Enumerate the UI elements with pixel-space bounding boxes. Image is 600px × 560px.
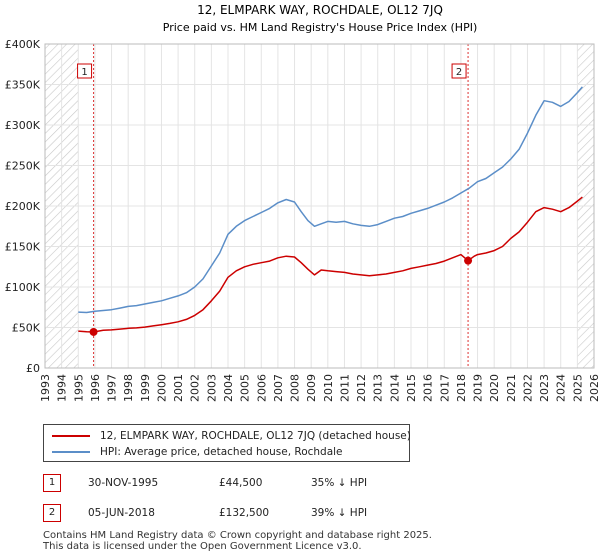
- footer-copyright: Contains HM Land Registry data © Crown c…: [43, 530, 432, 541]
- x-tick-label: 1995: [72, 374, 85, 402]
- y-tick-label: £50K: [12, 322, 41, 335]
- x-tick-label: 2025: [571, 374, 584, 402]
- x-tick-label: 1994: [56, 374, 69, 402]
- grid-lines: [44, 43, 595, 369]
- x-tick-label: 2014: [388, 374, 401, 402]
- x-tick-label: 2023: [538, 374, 551, 402]
- legend-label-hpi: HPI: Average price, detached house, Roch…: [100, 446, 343, 458]
- x-tick-label: 2026: [588, 374, 600, 402]
- sale-label-box: [77, 63, 93, 79]
- x-tick-label: 2016: [422, 374, 435, 402]
- transaction-date: 30-NOV-1995: [88, 477, 159, 489]
- x-tick-label: 2008: [289, 374, 302, 402]
- x-tick-label: 2002: [189, 374, 202, 402]
- series-line: [78, 196, 583, 333]
- series-layer: [78, 86, 583, 333]
- x-tick-label: 2018: [455, 374, 468, 402]
- y-tick-label: £400K: [5, 38, 41, 51]
- x-tick-label: 2007: [272, 374, 285, 402]
- series-line: [78, 86, 583, 314]
- x-tick-label: 1993: [39, 374, 52, 402]
- sale-point: [89, 327, 98, 336]
- transaction-number-badge: 1: [43, 474, 61, 492]
- y-tick-label: £100K: [5, 281, 41, 294]
- chart-title: 12, ELMPARK WAY, ROCHDALE, OL12 7JQ: [197, 3, 443, 17]
- footer: Contains HM Land Registry data © Crown c…: [43, 530, 432, 552]
- legend-swatch-hpi: [52, 451, 90, 453]
- x-tick-label: 2022: [521, 374, 534, 402]
- x-axis: 1993 1994 1995 1996 1997 1998 1999 2000 2001 2002…: [39, 374, 600, 402]
- x-tick-label: 2011: [338, 374, 351, 402]
- y-tick-label: £150K: [5, 241, 41, 254]
- transaction-hpi-diff: 35% ↓ HPI: [311, 477, 368, 489]
- y-tick-label: £0: [26, 362, 40, 375]
- x-tick-label: 1996: [89, 374, 102, 402]
- x-tick-label: 2015: [405, 374, 418, 402]
- x-tick-label: 1999: [139, 374, 152, 402]
- sale-label-text: 1: [81, 67, 87, 78]
- x-tick-label: 2013: [372, 374, 385, 402]
- y-tick-label: £300K: [5, 119, 41, 132]
- x-tick-label: 2012: [355, 374, 368, 402]
- x-tick-label: 2005: [239, 374, 252, 402]
- y-tick-label: £250K: [5, 160, 41, 173]
- sale-point: [464, 256, 473, 265]
- sale-marker-lines: [93, 44, 469, 368]
- legend-item-hpi: HPI: Average price, detached house, Roch…: [52, 444, 343, 460]
- sale-label-box: [451, 63, 467, 79]
- price-chart: 12, ELMPARK WAY, ROCHDALE, OL12 7JQ Pric…: [5, 3, 600, 402]
- transaction-number-badge: 2: [43, 504, 61, 522]
- transaction-hpi-diff: 39% ↓ HPI: [311, 507, 368, 519]
- y-axis: £0 £50K £100K £150K £200K £250K £300K £350K £400…: [5, 38, 41, 375]
- x-tick-label: 2001: [172, 374, 185, 402]
- transaction-price: £132,500: [219, 507, 270, 519]
- y-tick-label: £350K: [5, 79, 41, 92]
- x-tick-label: 1997: [106, 374, 119, 402]
- legend-label-property: 12, ELMPARK WAY, ROCHDALE, OL12 7JQ (det…: [100, 430, 411, 442]
- transaction-date: 05-JUN-2018: [88, 507, 155, 519]
- footer-licence: This data is licensed under the Open Gov…: [43, 541, 362, 552]
- x-tick-label: 2020: [488, 374, 501, 402]
- x-tick-label: 2010: [322, 374, 335, 402]
- x-tick-label: 1998: [122, 374, 135, 402]
- x-tick-label: 2024: [555, 374, 568, 402]
- x-tick-label: 2006: [255, 374, 268, 402]
- x-tick-label: 2019: [472, 374, 485, 402]
- x-tick-label: 2004: [222, 374, 235, 402]
- transaction-price: £44,500: [219, 477, 263, 489]
- y-tick-label: £200K: [5, 200, 41, 213]
- legend-swatch-property: [52, 435, 90, 437]
- plot-frame: [44, 43, 595, 369]
- x-tick-label: 2017: [438, 374, 451, 402]
- sale-label-text: 2: [456, 67, 462, 78]
- chart-subtitle: Price paid vs. HM Land Registry's House …: [163, 21, 478, 34]
- x-tick-label: 2003: [205, 374, 218, 402]
- x-tick-label: 2009: [305, 374, 318, 402]
- legend-item-property: 12, ELMPARK WAY, ROCHDALE, OL12 7JQ (det…: [52, 428, 411, 444]
- x-tick-label: 2000: [155, 374, 168, 402]
- x-tick-label: 2021: [505, 374, 518, 402]
- legend: 12, ELMPARK WAY, ROCHDALE, OL12 7JQ (det…: [43, 424, 411, 462]
